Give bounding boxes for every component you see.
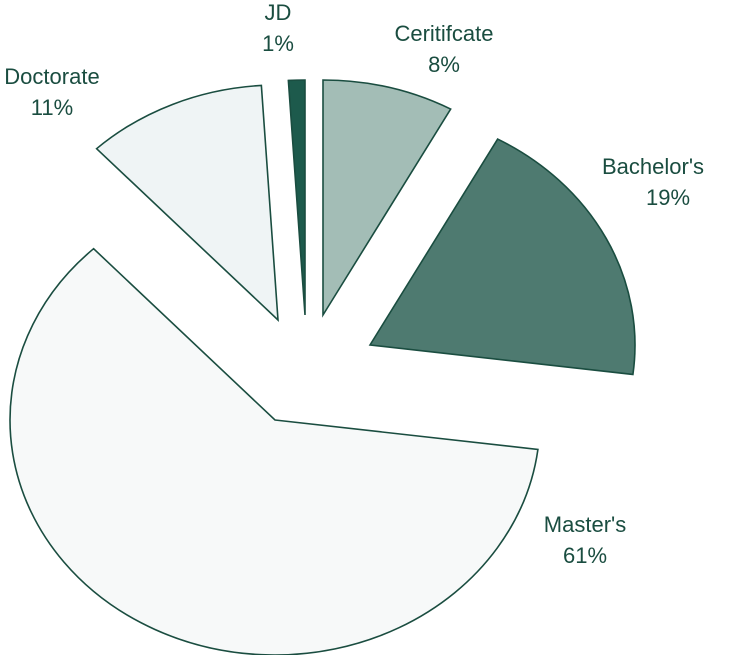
slice-label: Bachelor's — [602, 154, 704, 179]
slice-label: Doctorate — [4, 64, 99, 89]
slice-label: Ceritifcate — [394, 21, 493, 46]
slice-value-label: 11% — [31, 95, 73, 120]
slice-value-label: 19% — [646, 185, 690, 210]
pie-slice — [287, 79, 306, 316]
pie-slice — [322, 79, 452, 318]
slice-value-label: 61% — [563, 543, 607, 568]
slice-value-label: 8% — [428, 52, 460, 77]
slice-value-label: 1% — [262, 31, 294, 56]
pie-slice — [95, 84, 279, 322]
pie-slice — [368, 138, 636, 376]
pie-slice — [9, 247, 539, 655]
slice-label: Master's — [544, 512, 626, 537]
slice-label: JD — [265, 0, 292, 25]
